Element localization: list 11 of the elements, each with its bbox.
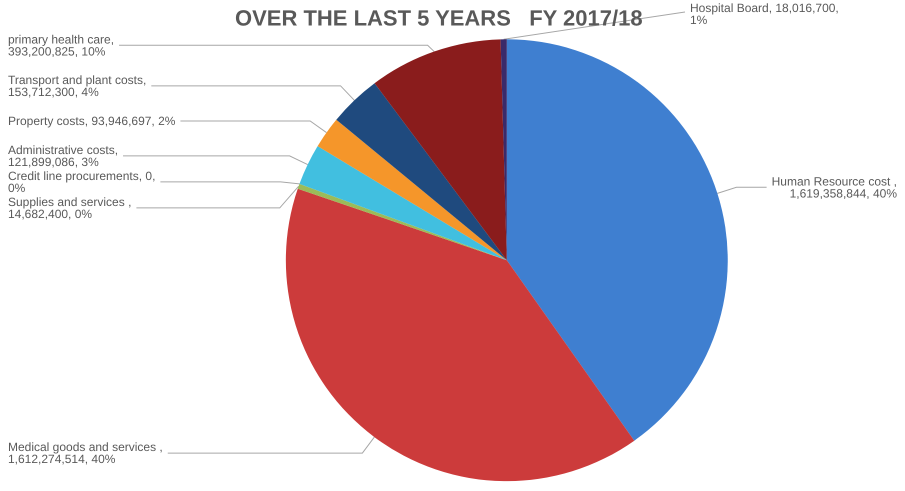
slice-label: Transport and plant costs, 153,712,300, 4% <box>8 72 146 99</box>
chart-title: OVER THE LAST 5 YEARS FY 2017/18 <box>235 6 643 30</box>
slice-label: Human Resource cost , 1,619,358,844, 40% <box>772 174 898 200</box>
slice-label: Property costs, 93,946,697, 2% <box>8 114 176 128</box>
slice-label: Hospital Board, 18,016,700, 1% <box>690 1 839 27</box>
slice-label: Supplies and services , 14,682,400, 0% <box>8 194 132 221</box>
slice-label: primary health care, 393,200,825, 10% <box>8 32 114 58</box>
category-label: Credit line procurements, 0, <box>8 168 156 183</box>
slice-label: Administrative costs, 121,899,086, 3% <box>8 142 118 169</box>
text: 0% <box>8 180 26 195</box>
slice-label: Medical goods and services , 1,612,274,514, 40% <box>8 440 163 466</box>
